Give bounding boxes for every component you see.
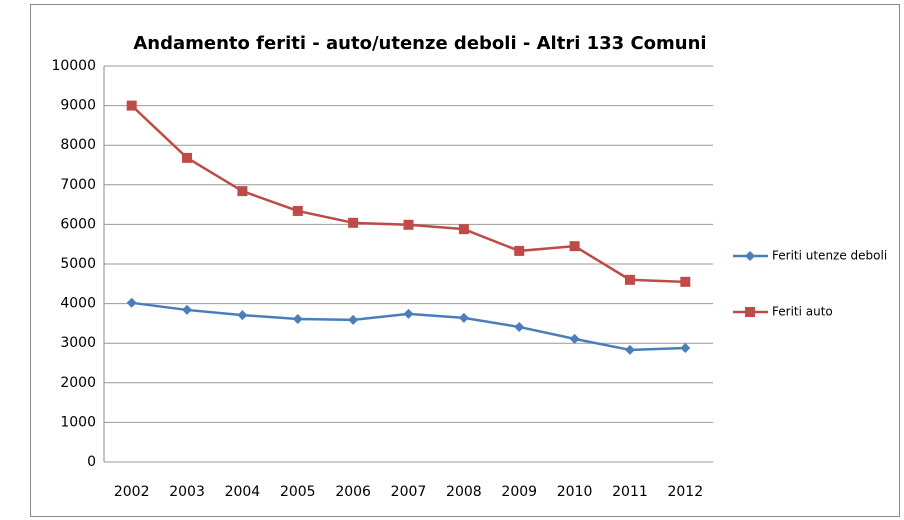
marker <box>745 251 755 261</box>
marker <box>745 307 755 317</box>
marker <box>292 314 303 325</box>
legend-label: Feriti utenze deboli <box>772 249 887 263</box>
x-tick-label: 2010 <box>557 484 593 500</box>
y-tick-label: 8000 <box>60 137 96 153</box>
x-tick-label: 2012 <box>667 484 703 500</box>
marker <box>237 310 248 321</box>
y-tick-label: 0 <box>87 454 96 470</box>
x-tick-label: 2002 <box>114 484 150 500</box>
marker <box>182 152 193 163</box>
marker <box>514 245 525 256</box>
x-tick-label: 2009 <box>501 484 537 500</box>
y-tick-label: 3000 <box>60 335 96 351</box>
marker <box>403 219 414 230</box>
marker <box>458 224 469 235</box>
x-tick-label: 2008 <box>446 484 482 500</box>
y-tick-label: 4000 <box>60 296 96 312</box>
marker <box>126 297 137 308</box>
marker <box>292 205 303 216</box>
y-tick-label: 7000 <box>60 177 96 193</box>
marker <box>126 100 137 111</box>
marker <box>237 186 248 197</box>
x-tick-label: 2005 <box>280 484 316 500</box>
y-tick-label: 5000 <box>60 256 96 272</box>
y-tick-label: 10000 <box>51 58 96 74</box>
y-tick-label: 2000 <box>60 375 96 391</box>
chart-border <box>30 4 900 517</box>
marker <box>680 276 691 287</box>
legend-label: Feriti auto <box>772 305 833 319</box>
x-tick-label: 2006 <box>335 484 371 500</box>
marker <box>514 321 525 332</box>
marker <box>348 217 359 228</box>
chart-title: Andamento feriti - auto/utenze deboli - … <box>133 33 706 54</box>
marker <box>569 241 580 252</box>
x-tick-label: 2011 <box>612 484 648 500</box>
y-tick-label: 9000 <box>60 98 96 114</box>
x-tick-label: 2003 <box>169 484 205 500</box>
x-tick-label: 2007 <box>391 484 427 500</box>
marker <box>624 344 635 355</box>
marker <box>458 312 469 323</box>
x-tick-label: 2004 <box>225 484 261 500</box>
marker <box>569 333 580 344</box>
marker <box>624 274 635 285</box>
marker <box>182 304 193 315</box>
y-tick-label: 6000 <box>60 216 96 232</box>
marker <box>348 314 359 325</box>
marker <box>403 308 414 319</box>
marker <box>680 342 691 353</box>
y-tick-label: 1000 <box>60 414 96 430</box>
